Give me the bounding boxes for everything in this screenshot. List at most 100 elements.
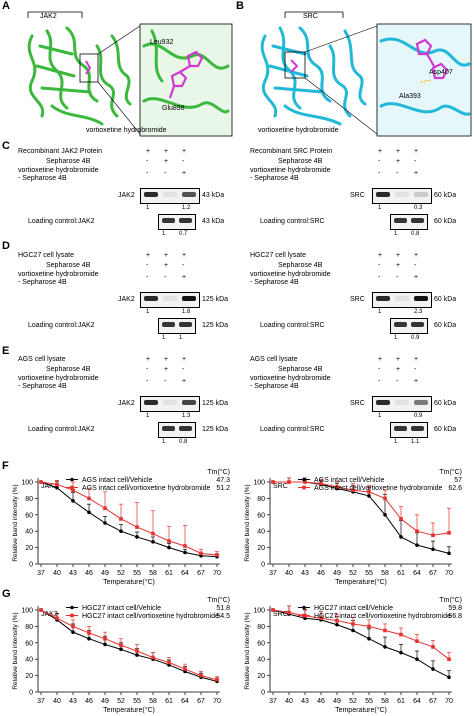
- y-tick-label: 60: [257, 512, 265, 519]
- x-tick-label: 64: [181, 698, 189, 705]
- target-protein-label: SRC: [350, 296, 365, 303]
- data-point: [167, 660, 171, 665]
- treatment-sign: +: [396, 148, 401, 155]
- treatment-sign: -: [146, 378, 149, 385]
- quantification-value: 0.9: [411, 335, 420, 341]
- y-tick-label: 40: [257, 657, 265, 664]
- y-tick-label: 80: [257, 496, 265, 503]
- x-tick-label: 46: [317, 570, 325, 577]
- data-point: [431, 533, 435, 538]
- quantification-value: 0.9: [414, 413, 423, 419]
- treatment-row-label: - Sepharose 4B: [250, 175, 299, 182]
- treatment-sign: -: [414, 366, 417, 373]
- data-point: [367, 494, 371, 498]
- y-tick-label: 80: [25, 624, 33, 631]
- x-tick-label: 43: [69, 570, 77, 577]
- target-protein-label: SRC: [350, 400, 365, 407]
- quantification-value: 1: [378, 413, 382, 419]
- target-kda: 125 kDa: [202, 296, 229, 303]
- x-tick-label: 52: [117, 698, 125, 705]
- treatment-row-label: - Sepharose 4B: [18, 175, 67, 182]
- data-point: [447, 675, 451, 680]
- treatment-row-label: - Sepharose 4B: [18, 383, 67, 390]
- tm-value: 47.3: [216, 477, 230, 484]
- blot-band: [179, 426, 192, 431]
- y-tick-label: 80: [25, 496, 33, 503]
- treatment-sign: +: [414, 170, 419, 177]
- series-line: [272, 609, 450, 678]
- target-protein-label: JAK2: [118, 192, 135, 199]
- treatment-sign: +: [164, 356, 169, 363]
- x-tick-label: 37: [269, 570, 277, 577]
- treatment-sign: +: [414, 252, 419, 259]
- treatment-sign: -: [182, 158, 185, 165]
- data-point: [431, 667, 435, 671]
- y-tick-label: 20: [257, 673, 265, 680]
- treatment-sign: -: [164, 170, 167, 177]
- blot-header: AGS cell lysate: [250, 356, 298, 363]
- x-tick-label: 37: [37, 570, 45, 577]
- target-kda: 125 kDa: [202, 400, 229, 407]
- treatment-sign: -: [164, 274, 167, 281]
- blot-band: [182, 192, 196, 197]
- ligand-label-a: vortioxetine hydrobromide: [86, 127, 167, 134]
- loading-blot: [390, 422, 428, 438]
- y-axis-label: Relative band intensity (%): [244, 612, 251, 689]
- x-tick-label: 52: [349, 570, 357, 577]
- x-tick-label: 52: [117, 570, 125, 577]
- x-tick-label: 55: [133, 698, 141, 705]
- blot-band: [376, 400, 390, 405]
- legend-label: AGS intact cell/Vehicle: [314, 477, 385, 484]
- x-tick-label: 46: [317, 698, 325, 705]
- treatment-sign: +: [414, 274, 419, 281]
- panel-letter-c: C: [2, 140, 10, 152]
- treatment-sign: -: [378, 366, 381, 373]
- panel-letter-b: B: [236, 0, 244, 12]
- y-tick-label: 20: [25, 545, 33, 552]
- blot-band: [376, 296, 390, 301]
- panel-letter-f: F: [2, 460, 9, 472]
- data-point: [319, 616, 323, 620]
- quantification-value: 1: [162, 439, 166, 445]
- legend-marker: [302, 613, 306, 618]
- x-tick-label: 40: [53, 698, 61, 705]
- data-point: [383, 496, 387, 501]
- tm-value: 62.6: [448, 485, 462, 492]
- data-point: [87, 496, 91, 501]
- blot-band: [414, 192, 428, 197]
- quantification-value: 0.8: [179, 439, 188, 445]
- data-point: [335, 622, 339, 627]
- quantification-value: 1.3: [182, 413, 191, 419]
- data-point: [431, 645, 435, 649]
- x-tick-label: 43: [301, 698, 309, 705]
- quantification-value: 1: [162, 335, 166, 341]
- data-point: [39, 480, 43, 484]
- blot-band: [163, 296, 177, 301]
- data-point: [415, 657, 419, 661]
- data-point: [447, 531, 451, 535]
- data-point: [415, 529, 419, 533]
- treatment-row-label: Sepharose 4B: [278, 366, 323, 373]
- data-point: [383, 513, 387, 517]
- data-point: [151, 531, 155, 536]
- quantification-value: 0.7: [179, 231, 188, 237]
- x-tick-label: 49: [101, 570, 109, 577]
- treatment-sign: -: [396, 378, 399, 385]
- data-point: [367, 624, 371, 629]
- loading-kda: 60 kDa: [434, 218, 457, 225]
- data-point: [271, 608, 275, 612]
- data-point: [167, 545, 171, 550]
- data-point: [351, 628, 355, 633]
- legend-label: HGC27 intact cell/vortioxetine hydrobrom…: [314, 613, 451, 620]
- x-tick-label: 43: [69, 698, 77, 705]
- data-point: [383, 628, 387, 633]
- data-point: [383, 645, 387, 649]
- target-blot: [140, 396, 200, 412]
- treatment-sign: -: [164, 378, 167, 385]
- series-line: [273, 481, 450, 554]
- treatment-sign: -: [146, 366, 149, 373]
- blot-band: [414, 296, 428, 301]
- target-kda: 60 kDa: [434, 192, 457, 199]
- quantification-value: 1.2: [182, 205, 191, 211]
- target-blot: [372, 396, 432, 412]
